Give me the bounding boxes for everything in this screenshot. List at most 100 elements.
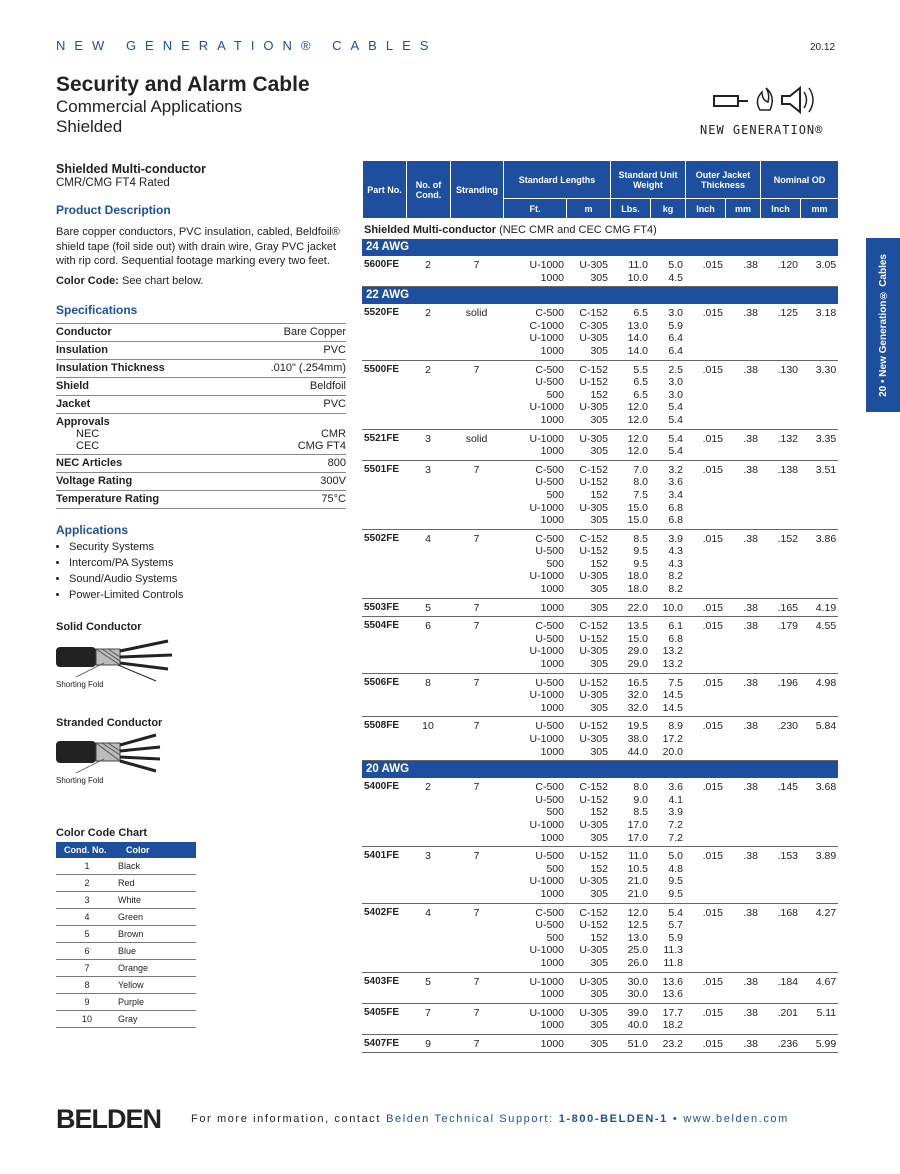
- column-header: Inch: [760, 198, 802, 219]
- cond-count: 8: [406, 673, 450, 718]
- jacket-inch: .015: [685, 616, 725, 674]
- spec-label: Insulation: [56, 341, 228, 360]
- jacket-inch: .015: [685, 778, 725, 848]
- weight-lbs: 30.0 30.0: [610, 972, 650, 1004]
- color-name: Red: [118, 874, 196, 892]
- application-item: Power-Limited Controls: [69, 589, 346, 601]
- cell-line: 17.0: [627, 818, 648, 831]
- cell-line: 1000: [540, 658, 564, 671]
- color-row: 3 White: [56, 891, 196, 909]
- subtitle: Shielded: [56, 117, 123, 136]
- cell-line: 3.2: [668, 463, 683, 476]
- jacket-inch: .015: [685, 673, 725, 718]
- cond-count: 4: [406, 529, 450, 599]
- part-row: 5500FE 2 7 C-500 U-500 500 U-1000 1000 C-152 U-15…: [362, 360, 839, 430]
- cell-line: 152: [590, 488, 608, 501]
- cell-line: 6.5: [633, 307, 648, 320]
- cond-number: 8: [56, 976, 118, 994]
- cell-line: 14.0: [627, 344, 648, 357]
- jacket-inch: .015: [685, 846, 725, 904]
- cell-line: 12.0: [627, 432, 648, 445]
- cell-line: 3.0: [668, 388, 683, 401]
- cell-line: U-500: [535, 632, 564, 645]
- od-inch: .152: [760, 529, 800, 599]
- jacket-mm: .38: [725, 903, 760, 973]
- cell-line: U-152: [579, 793, 608, 806]
- cond-count: 7: [406, 1003, 450, 1035]
- logo-text: NEW GENERATION®: [700, 123, 824, 137]
- length-ft: C-500 U-500 U-1000 1000: [503, 616, 566, 674]
- cond-count: 2: [406, 304, 450, 361]
- spec-row: Approvals NEC CEC CMR CMG FT4: [56, 413, 346, 455]
- length-m: C-152 U-152 152 U-305 305: [566, 903, 610, 973]
- cell-line: 13.6: [662, 975, 683, 988]
- left-column: Shielded Multi-conductor CMR/CMG FT4 Rat…: [56, 162, 346, 1028]
- length-ft: C-500 U-500 500 U-1000 1000: [503, 529, 566, 599]
- cell-line: 23.2: [662, 1037, 683, 1050]
- cell-line: U-1000: [529, 733, 564, 745]
- column-header: Inch: [685, 198, 727, 219]
- cond-count: 9: [406, 1034, 450, 1054]
- spec-table: Conductor Bare Copper Insulation PVC Insulat…: [56, 322, 346, 509]
- weight-kg: 3.0 5.9 6.4 6.4: [650, 304, 685, 361]
- length-m: C-152 U-152 152 U-305 305: [566, 778, 610, 848]
- od-mm: 3.30: [800, 360, 839, 430]
- weight-kg: 3.6 4.1 3.9 7.2 7.2: [650, 778, 685, 848]
- length-m: C-152 U-152 152 U-305 305: [566, 460, 610, 530]
- cell-line: U-152: [579, 676, 608, 689]
- od-inch: .168: [760, 903, 800, 973]
- cell-line: C-500: [535, 532, 564, 545]
- cell-line: 8.0: [633, 781, 648, 794]
- cell-line: C-152: [579, 463, 608, 476]
- cell-line: 8.0: [633, 476, 648, 489]
- cell-line: 17.2: [662, 733, 683, 745]
- website: www.belden.com: [683, 1113, 789, 1125]
- cell-line: 8.2: [668, 583, 683, 596]
- cell-line: 32.0: [627, 701, 648, 714]
- cell-line: C-500: [535, 620, 564, 633]
- color-row: 6 Blue: [56, 942, 196, 960]
- cell-line: 3.6: [668, 476, 683, 489]
- color-name: Yellow: [118, 976, 196, 994]
- weight-lbs: 19.5 38.0 44.0: [610, 716, 650, 762]
- cell-line: U-305: [579, 875, 608, 888]
- cell-line: 500: [546, 557, 564, 570]
- part-row: 5520FE 2 solid C-500 C-1000 U-1000 1000 C-152 C-…: [362, 304, 839, 361]
- cell-line: 1000: [540, 956, 564, 969]
- cond-number: 3: [56, 891, 118, 909]
- cond-count: 2: [406, 256, 450, 288]
- description: Bare copper conductors, PVC insulation, …: [56, 226, 340, 267]
- cell-line: 305: [590, 445, 608, 458]
- part-row: 5407FE 9 7 1000 305 51.0 23.2.015.38.236 5.99: [362, 1034, 839, 1054]
- weight-lbs: 22.0: [610, 598, 650, 618]
- cell-line: 152: [590, 557, 608, 570]
- spec-value: 800: [227, 454, 346, 473]
- cell-line: 305: [590, 1019, 608, 1032]
- part-number: 5500FE: [362, 360, 406, 430]
- cell-line: 1000: [540, 413, 564, 426]
- cell-line: 12.5: [627, 919, 648, 932]
- stranding: 7: [450, 598, 503, 618]
- spec-label: Conductor: [56, 322, 228, 342]
- spec-label: NEC Articles: [56, 454, 228, 473]
- cell-line: 12.0: [627, 906, 648, 919]
- part-number: 5600FE: [362, 256, 406, 288]
- cell-line: 5.9: [668, 931, 683, 944]
- cell-line: U-152: [579, 850, 608, 863]
- length-m: U-152 U-305 305: [566, 673, 610, 718]
- cell-line: U-305: [579, 818, 608, 831]
- cable-drawing: [56, 639, 173, 681]
- part-number: 5403FE: [362, 972, 406, 1004]
- jacket-mm: .38: [725, 716, 760, 762]
- value: 75°C: [321, 492, 346, 505]
- awg-row: 24 AWG: [362, 239, 839, 256]
- od-mm: 4.27: [800, 903, 839, 973]
- rating: CMR/CMG FT4 Rated: [56, 177, 170, 189]
- cell-line: 5.4: [668, 445, 683, 458]
- footer-brand: BELDEN: [56, 1104, 162, 1134]
- od-mm: 3.89: [800, 846, 839, 904]
- label: Insulation Thickness: [56, 361, 165, 374]
- jacket-inch: .015: [685, 1003, 725, 1035]
- cond-count: 6: [406, 616, 450, 674]
- od-mm: 4.98: [800, 673, 839, 718]
